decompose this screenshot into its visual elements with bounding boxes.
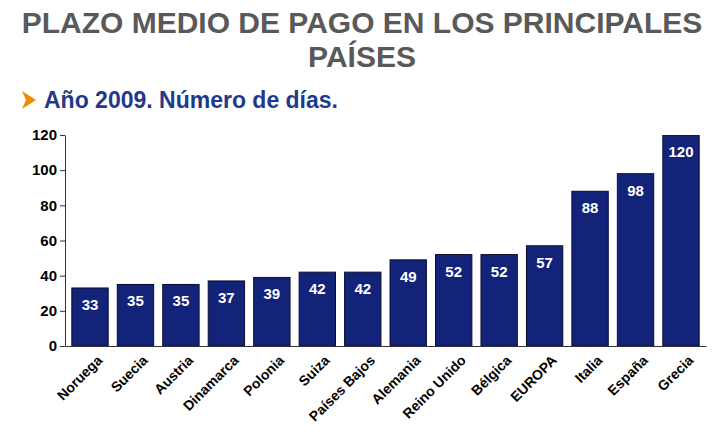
x-tick: Bélgica [468,346,515,398]
x-tick-label: EUROPA [507,352,560,405]
bar [390,260,426,346]
x-tick-label: Grecia [654,352,696,394]
y-tick-mark [60,205,65,206]
x-tick: EUROPA [507,346,560,405]
chart: PLAZO MEDIO DE PAGO EN LOS PRINCIPALESPA… [0,0,724,437]
title-group: PLAZO MEDIO DE PAGO EN LOS PRINCIPALESPA… [22,6,703,73]
y-axis-line [65,136,66,347]
y-tick-mark [60,170,65,171]
y-tick-label: 0 [49,337,57,354]
y-tick-mark [60,276,65,277]
data-label: 88 [582,199,599,216]
x-tick: Reino Unido [399,346,469,422]
bar [663,135,699,346]
x-tick: Suiza [295,346,332,389]
x-tick: Italia [571,346,605,386]
y-tick: 40 [40,267,65,284]
x-tick-label: Suiza [295,352,332,389]
data-labels: 33 35 35 37 39 42 42 49 52 52 57 88 98 120 [82,143,694,313]
bar [481,255,517,346]
bar [208,281,244,346]
data-label: 52 [445,263,462,280]
y-tick: 20 [40,302,65,319]
y-tick: 0 [49,337,65,354]
x-tick: Austria [151,346,197,397]
bar [254,277,290,346]
y-tick-label: 60 [40,232,57,249]
x-tick: España [604,346,651,398]
plot: 33 35 35 37 39 42 42 49 52 52 57 88 98 120 0 20 40 60 80 10… [32,126,707,424]
data-label: 98 [627,182,644,199]
y-tick-label: 20 [40,302,57,319]
y-tick-mark [60,241,65,242]
y-tick-mark [60,135,65,136]
y-tick-label: 40 [40,267,57,284]
bar [345,272,381,346]
x-tick-label: Países Bajos [306,352,379,425]
x-tick-label: Italia [571,352,605,386]
data-label: 52 [491,263,508,280]
y-tick: 100 [32,161,65,178]
bar [526,246,562,346]
x-tick-label: Dinamarca [180,352,242,414]
y-axis: 0 20 40 60 80 100 120 [32,126,66,354]
data-label: 37 [218,289,235,306]
data-label: 35 [173,292,190,309]
bar [299,272,335,346]
title: PLAZO MEDIO DE PAGO EN LOS PRINCIPALESPA… [22,6,703,73]
x-tick-label: Bélgica [468,352,515,399]
y-tick-label: 100 [32,161,57,178]
x-tick: Suecia [108,346,151,395]
y-tick: 80 [40,197,65,214]
x-tick: Grecia [654,346,696,394]
bar [436,255,472,346]
x-tick: Polonia [240,346,287,399]
x-tick-label: Noruega [54,352,106,404]
data-label: 49 [400,268,417,285]
data-label: 57 [536,254,553,271]
bars [72,135,699,346]
bullet-arrow [22,91,36,109]
data-label: 39 [264,285,281,302]
x-tick-label: Polonia [240,352,287,399]
bar [163,284,199,346]
x-axis-line [66,346,707,347]
x-tick-label: Suecia [108,352,151,395]
y-tick-mark [60,346,65,347]
bar [617,174,653,346]
y-tick-mark [60,311,65,312]
data-label: 42 [354,280,371,297]
bar [117,284,153,346]
y-tick: 60 [40,232,65,249]
subtitle: Año 2009. Número de días. [44,87,338,113]
y-tick-label: 80 [40,197,57,214]
x-tick: Países Bajos [306,346,379,424]
y-tick-label: 120 [32,126,57,143]
x-tick-label: Reino Unido [399,352,469,422]
y-tick: 120 [32,126,65,143]
bar [72,288,108,346]
data-label: 120 [668,143,693,160]
x-tick-label: España [604,352,651,399]
data-label: 35 [127,292,144,309]
data-label: 33 [82,296,99,313]
x-axis: NoruegaSueciaAustriaDinamarcaPoloniaSuiz… [54,346,707,424]
x-tick-label: Austria [151,352,197,398]
x-tick: Noruega [54,346,106,403]
data-label: 42 [309,280,326,297]
bar [572,191,608,346]
x-tick: Dinamarca [180,346,242,414]
